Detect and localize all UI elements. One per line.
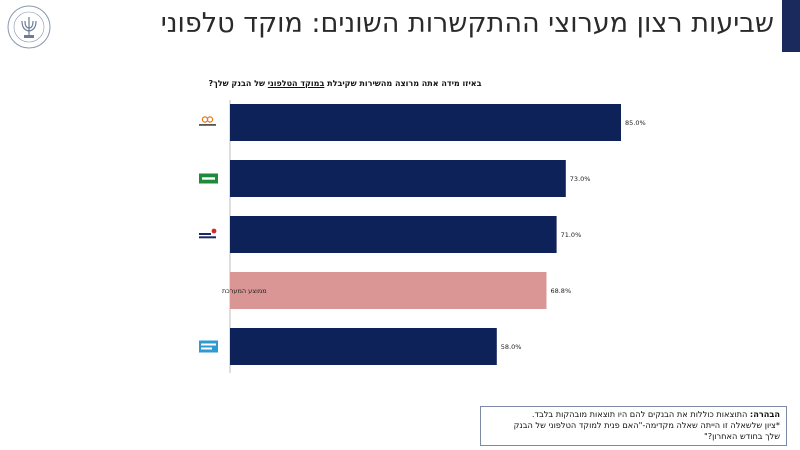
bar-4 [230, 328, 497, 365]
chart-question: באיזו מידה אתה מרוצה מהשירות שקיבלת במוק… [208, 79, 482, 88]
note-line-3: שלך בחודש האחרון?" [703, 431, 780, 441]
bank-of-israel-logo [7, 5, 51, 49]
slide-title: שביעות רצון מערוצי ההתקשרות השונים: מוקד… [160, 8, 774, 39]
note-line-2: *ציון שלשאלה זו הייתה שאלה מקדימה-"האם פ… [513, 420, 780, 430]
mizrahi-logo-icon [199, 116, 216, 126]
bar-2 [230, 216, 557, 253]
disclaimer-box: הבהרה: התוצאות כוללות את הבנקים להם היו … [480, 406, 787, 446]
value-label-0: 85.0% [625, 119, 646, 127]
note-line-1: התוצאות כוללות את הבנקים להם היו תוצאות … [531, 409, 748, 419]
accent-bar [782, 0, 800, 52]
leumi-logo-icon [199, 173, 218, 184]
bar-3 [230, 272, 547, 309]
discount-logo-icon [199, 228, 217, 239]
value-label-1: 73.0% [570, 175, 591, 183]
svg-text:ממוצע המערכת: ממוצע המערכת [222, 287, 267, 295]
category-label-3: ממוצע המערכת [222, 287, 267, 295]
value-label-2: 71.0% [561, 231, 582, 239]
note-label: הבהרה: [749, 409, 780, 419]
bar-0 [230, 104, 621, 141]
hapoalim-logo-icon [199, 340, 218, 353]
value-label-4: 58.0% [501, 343, 522, 351]
bar-1 [230, 160, 566, 197]
value-label-3: 68.8% [550, 287, 571, 295]
